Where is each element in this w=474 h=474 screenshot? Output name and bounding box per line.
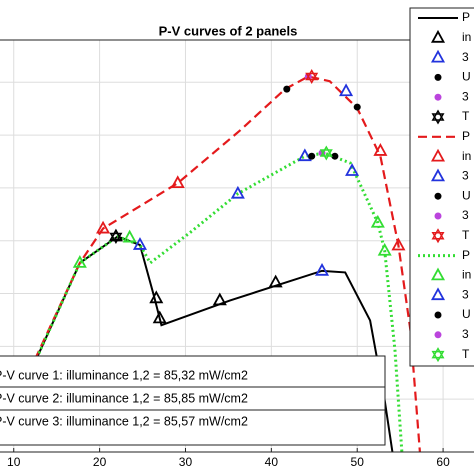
marker-triangle: [339, 83, 354, 97]
legend-label: in: [462, 268, 471, 282]
legend-label: in: [462, 30, 471, 44]
legend-label: T: [462, 109, 470, 123]
marker-triangle: [268, 274, 283, 288]
marker-dot: [434, 192, 442, 200]
marker-triangle: [132, 237, 147, 250]
marker-triangle: [430, 267, 446, 281]
legend-label: 3: [462, 208, 469, 222]
marker-star: [431, 228, 445, 244]
marker-dot: [283, 85, 291, 93]
legend-label: T: [462, 228, 470, 242]
marker-star: [305, 68, 319, 84]
marker-triangle: [72, 255, 87, 268]
chart-title: P-V curves of 2 panels: [159, 23, 298, 38]
marker-dot: [434, 311, 442, 319]
annotation-box: P-V curve 1: illuminance 1,2 = 85,32 mW/…: [0, 355, 386, 446]
legend-label: 3: [462, 287, 469, 301]
legend-bg: [409, 7, 474, 367]
marker-dot: [434, 73, 442, 81]
legend-label: in: [462, 149, 471, 163]
marker-star: [319, 145, 333, 161]
legend-label: U: [462, 307, 471, 321]
marker-triangle: [391, 237, 406, 251]
x-tick-label: 20: [93, 455, 107, 469]
marker-triangle: [96, 220, 111, 234]
marker-dot: [308, 152, 316, 160]
marker-star: [431, 347, 445, 363]
marker-triangle: [377, 242, 392, 256]
marker-star: [431, 109, 445, 125]
marker-dot: [434, 93, 442, 101]
legend-label: 3: [462, 50, 469, 64]
marker-dot: [331, 152, 339, 160]
marker-triangle: [345, 163, 360, 176]
legend-label: P: [462, 129, 470, 143]
marker-triangle: [373, 143, 388, 156]
marker-triangle: [230, 185, 245, 199]
marker-triangle: [430, 29, 446, 43]
x-tick-label: 60: [436, 455, 450, 469]
legend-label: 3: [462, 169, 469, 183]
marker-triangle: [152, 310, 167, 324]
x-tick-label: 40: [265, 455, 279, 469]
annotation-bg: [0, 355, 386, 446]
marker-dot: [434, 212, 442, 220]
legend-label: P: [462, 248, 470, 262]
x-tick-label: 10: [7, 455, 21, 469]
x-axis-ticks: 10 20 30 40 50 60: [7, 448, 450, 469]
legend-label: 3: [462, 327, 469, 341]
annotation-text: P-V curve 3: illuminance 1,2 = 85,57 mW/…: [0, 414, 248, 428]
marker-triangle: [370, 214, 385, 228]
marker-triangle: [430, 287, 446, 301]
legend-label: U: [462, 70, 471, 84]
x-tick-label: 50: [351, 455, 365, 469]
marker-triangle: [149, 290, 164, 304]
marker-triangle: [297, 148, 312, 162]
marker-dot: [353, 103, 361, 111]
legend-label: T: [462, 347, 470, 361]
legend-label: U: [462, 188, 471, 202]
series-line: [0, 75, 421, 452]
legend-label: P: [462, 10, 470, 24]
marker-triangle: [212, 292, 227, 306]
legend-label: 3: [462, 89, 469, 103]
plot-area: [0, 68, 421, 452]
annotation-text: P-V curve 2: illuminance 1,2 = 85,85 mW/…: [0, 391, 248, 405]
marker-triangle: [430, 168, 446, 182]
marker-star: [109, 228, 123, 244]
marker-triangle: [170, 175, 185, 189]
x-tick-label: 30: [179, 455, 193, 469]
annotation-text: P-V curve 1: illuminance 1,2 = 85,32 mW/…: [0, 368, 248, 382]
marker-triangle: [430, 148, 446, 162]
marker-triangle: [430, 49, 446, 63]
marker-triangle: [314, 262, 330, 276]
marker-dot: [434, 331, 442, 339]
marker-triangle: [122, 229, 137, 243]
